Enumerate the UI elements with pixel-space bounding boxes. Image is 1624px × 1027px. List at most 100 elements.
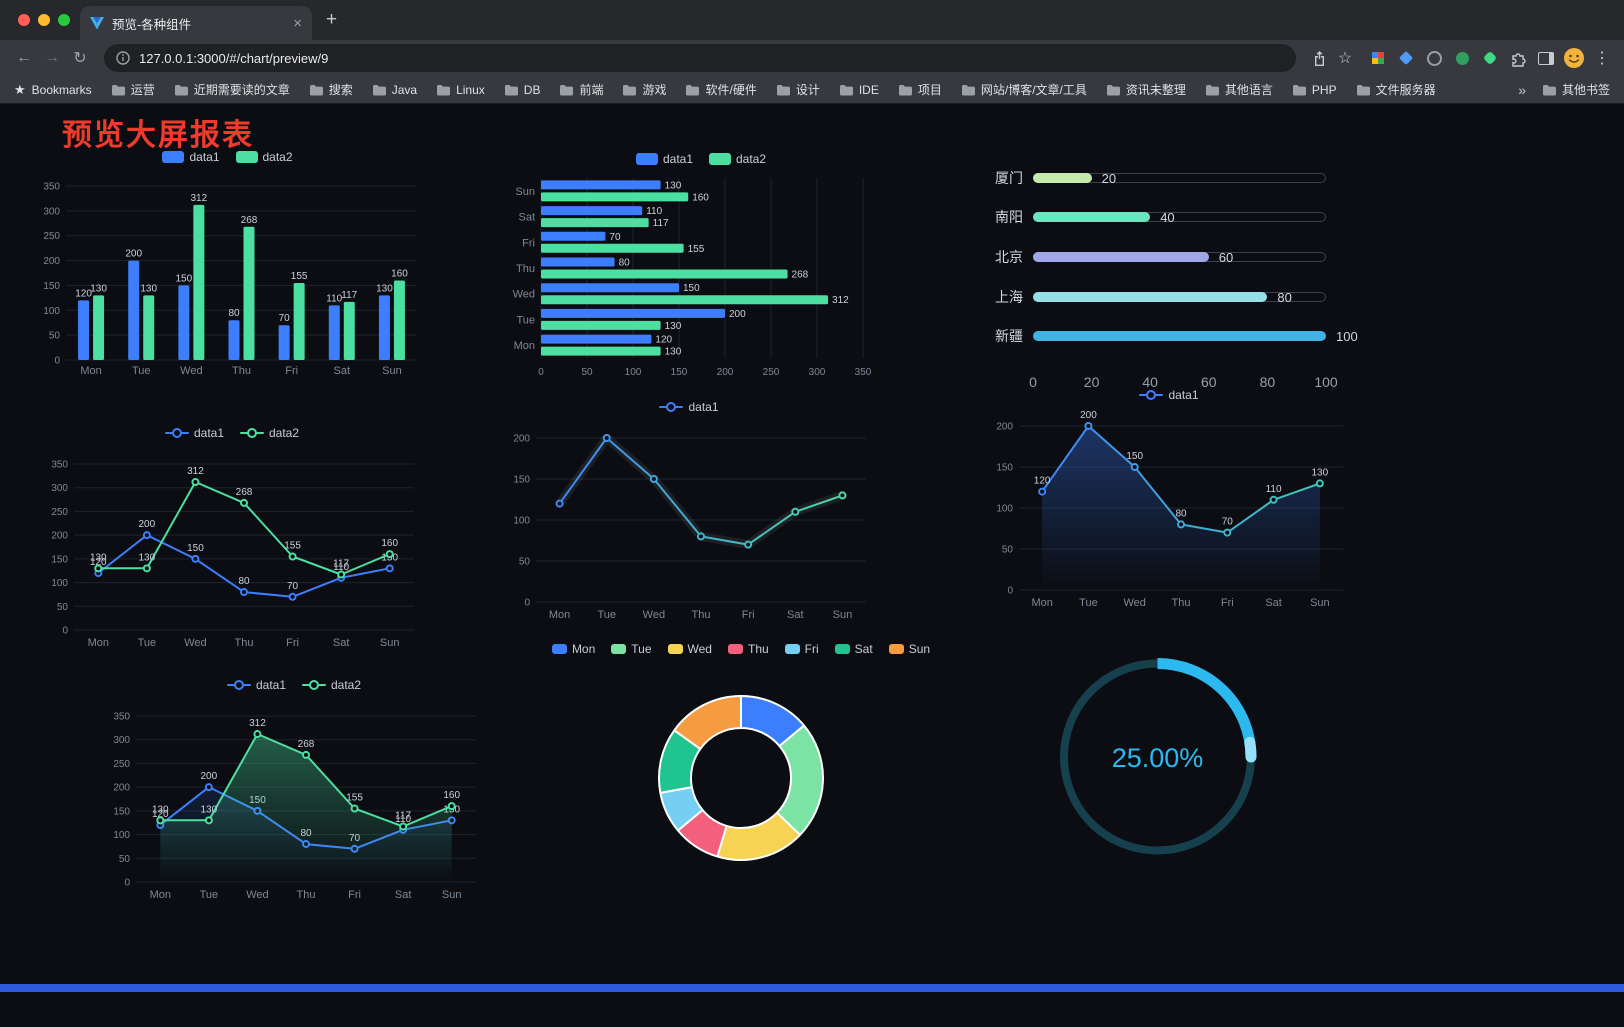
puzzle-icon[interactable] — [1506, 46, 1530, 70]
minimize-window-button[interactable] — [38, 14, 50, 26]
legend-item-data1[interactable]: data1 — [226, 678, 286, 692]
extension-star-icon[interactable] — [1478, 46, 1502, 70]
bookmark-item-15[interactable]: 其他语言 — [1205, 81, 1273, 98]
forward-icon[interactable]: → — [44, 49, 60, 66]
extension-globe-icon[interactable] — [1422, 46, 1446, 70]
bookmark-item-10[interactable]: 设计 — [776, 81, 820, 98]
bookmark-label: 资讯未整理 — [1125, 83, 1186, 97]
bookmark-item-17[interactable]: 文件服务器 — [1356, 81, 1436, 98]
legend-swatch — [302, 680, 326, 690]
svg-text:110: 110 — [395, 814, 411, 825]
svg-text:150: 150 — [187, 543, 204, 554]
bookmark-item-9[interactable]: 软件/硬件 — [685, 81, 757, 98]
bookmark-label: IDE — [858, 82, 879, 97]
bookmarks-root[interactable]: ★ Bookmarks — [14, 82, 92, 98]
progress-label: 北京 — [995, 248, 1023, 265]
svg-text:250: 250 — [113, 759, 130, 770]
legend-swatch — [888, 644, 904, 654]
share-icon[interactable] — [1306, 50, 1332, 66]
bookmark-item-4[interactable]: Java — [372, 83, 417, 97]
legend-item-data1[interactable]: data1 — [1139, 388, 1199, 402]
bookmark-label: 近期需要读的文章 — [193, 83, 290, 97]
legend-item-data1[interactable]: data1 — [635, 152, 693, 166]
back-icon[interactable]: ← — [16, 49, 32, 66]
site-info-icon[interactable] — [116, 51, 130, 65]
bookmark-item-1[interactable]: 运营 — [111, 81, 155, 98]
legend-item-data2[interactable]: data2 — [235, 150, 293, 164]
svg-text:50: 50 — [519, 557, 531, 568]
browser-menu-icon[interactable]: ⋮ — [1594, 50, 1610, 67]
legend-swatch — [834, 644, 850, 654]
legend-item-data2[interactable]: data2 — [709, 152, 766, 166]
fullscreen-window-button[interactable] — [58, 14, 70, 26]
svg-text:Wed: Wed — [513, 289, 535, 301]
legend-item-Sun[interactable]: Sun — [888, 642, 930, 656]
svg-text:150: 150 — [1126, 451, 1143, 462]
bookmark-item-7[interactable]: 前端 — [559, 81, 603, 98]
other-bookmarks[interactable]: 其他书签 — [1542, 81, 1610, 98]
legend-item-Tue[interactable]: Tue — [611, 642, 652, 656]
legend-item-Wed[interactable]: Wed — [667, 642, 712, 656]
legend-item-Fri[interactable]: Fri — [784, 642, 819, 656]
legend-swatch — [709, 153, 731, 165]
browser-toolbar: ← → ↻ 127.0.0.1:3000/#/chart/preview/9 ☆… — [0, 40, 1624, 76]
extension-green-icon[interactable] — [1450, 46, 1474, 70]
extension-gem-icon[interactable] — [1394, 46, 1418, 70]
bookmark-item-8[interactable]: 游戏 — [622, 81, 666, 98]
svg-text:70: 70 — [279, 313, 291, 324]
browser-tab[interactable]: 预览-各种组件 × — [80, 6, 312, 40]
bookmark-item-11[interactable]: IDE — [839, 83, 879, 97]
legend-item-data1[interactable]: data1 — [659, 400, 719, 414]
new-tab-button[interactable]: + — [326, 9, 338, 30]
extension-grid-icon[interactable] — [1366, 46, 1390, 70]
progress-value: 100 — [1336, 329, 1358, 345]
legend-item-data2[interactable]: data2 — [302, 678, 361, 692]
legend-item-data1[interactable]: data1 — [164, 426, 224, 440]
svg-text:0: 0 — [124, 878, 130, 889]
bookmark-item-12[interactable]: 项目 — [898, 81, 942, 98]
bookmark-item-2[interactable]: 近期需要读的文章 — [174, 81, 290, 98]
svg-text:300: 300 — [113, 735, 130, 746]
legend-item-data1[interactable]: data1 — [162, 150, 220, 164]
bookmark-star-icon[interactable]: ☆ — [1337, 50, 1353, 67]
legend-label: Fri — [804, 642, 819, 656]
legend-item-Mon[interactable]: Mon — [551, 642, 595, 656]
reload-icon[interactable]: ↻ — [73, 50, 87, 67]
svg-text:Wed: Wed — [180, 365, 202, 377]
legend-swatch — [164, 428, 189, 438]
bookmarks-overflow-icon[interactable]: » — [1518, 81, 1526, 98]
legend-item-Sat[interactable]: Sat — [834, 642, 873, 656]
legend-swatch — [226, 680, 251, 690]
profile-avatar[interactable] — [1562, 46, 1586, 70]
chart-legend: data1 — [500, 398, 878, 416]
bookmarks-star-icon: ★ — [14, 81, 26, 97]
gauge-value-label: 25.00% — [1112, 743, 1204, 773]
legend-item-data2[interactable]: data2 — [240, 426, 299, 440]
axis-tick-label: 80 — [1259, 374, 1276, 390]
bookmark-item-14[interactable]: 资讯未整理 — [1106, 81, 1186, 98]
close-window-button[interactable] — [18, 14, 30, 26]
tab-close-icon[interactable]: × — [293, 14, 302, 32]
bookmark-item-5[interactable]: Linux — [436, 83, 485, 97]
svg-text:Tue: Tue — [200, 889, 219, 901]
svg-text:0: 0 — [1007, 586, 1013, 597]
progress-value: 60 — [1218, 249, 1234, 265]
svg-text:200: 200 — [513, 434, 530, 445]
bookmark-item-3[interactable]: 搜索 — [309, 81, 353, 98]
address-bar[interactable]: 127.0.0.1:3000/#/chart/preview/9 — [104, 44, 1296, 72]
side-panel-icon[interactable] — [1534, 46, 1558, 70]
horizontal-bar-chart: data1 data2 0 50 100 150 200 250 300 350 Sun 130 160… — [505, 150, 897, 382]
legend-item-Thu[interactable]: Thu — [727, 642, 769, 656]
svg-text:Thu: Thu — [1172, 597, 1191, 609]
svg-text:Mon: Mon — [80, 365, 101, 377]
svg-text:117: 117 — [333, 559, 349, 570]
bookmark-item-16[interactable]: PHP — [1292, 83, 1337, 97]
svg-text:150: 150 — [113, 806, 130, 817]
svg-text:100: 100 — [51, 578, 68, 589]
folder-icon — [504, 84, 518, 96]
bookmark-item-6[interactable]: DB — [504, 83, 540, 97]
progress-track-wrap: 60 — [1033, 249, 1326, 265]
svg-text:Fri: Fri — [348, 889, 361, 901]
bookmark-item-13[interactable]: 网站/博客/文章/工具 — [961, 81, 1087, 98]
svg-text:70: 70 — [287, 581, 299, 592]
